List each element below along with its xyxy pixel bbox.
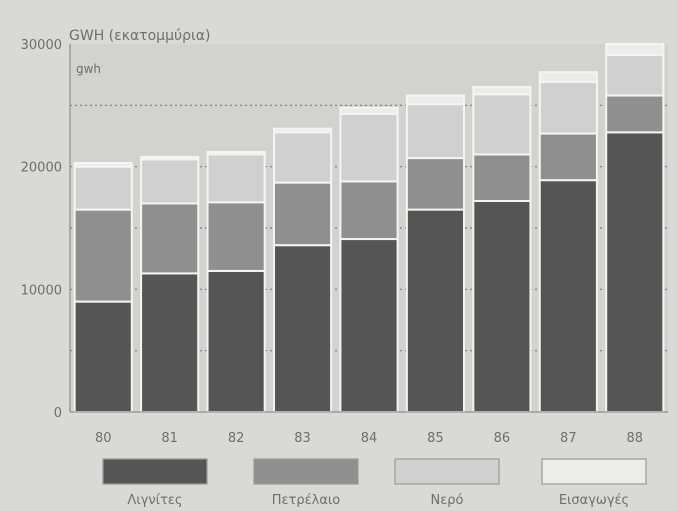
bar-segment-80-2: [73, 165, 133, 211]
bar-segment-86-3: [472, 85, 532, 96]
legend-label: Νερό: [431, 493, 464, 508]
x-tick-label: 87: [560, 431, 577, 446]
bar-segment-84-0: [339, 238, 399, 413]
bar-segment-87-3: [538, 71, 598, 84]
unit-label: gwh: [76, 62, 101, 76]
legend-swatch: [253, 458, 359, 485]
bar-segment-86-0: [472, 200, 532, 413]
y-tick-label: 20000: [21, 161, 62, 176]
bar-segment-88-0: [605, 131, 665, 413]
bar-segment-86-2: [472, 93, 532, 156]
bar-segment-87-2: [538, 81, 598, 135]
x-tick-label: 82: [228, 431, 245, 446]
legend-label: Εισαγωγές: [559, 493, 629, 508]
bar-segment-85-3: [405, 94, 466, 106]
bar-segment-83-0: [272, 244, 333, 413]
x-tick-label: 80: [95, 431, 112, 446]
x-tick-label: 88: [627, 431, 644, 446]
bar-segment-83-1: [272, 181, 333, 247]
bar-segment-84-3: [339, 106, 399, 115]
bar-segment-83-3: [272, 127, 333, 134]
bar-segment-84-2: [339, 112, 399, 183]
bar-segment-82-2: [206, 153, 266, 204]
bar-segment-84-1: [339, 180, 399, 241]
bar-segment-80-1: [73, 208, 133, 303]
bar-segment-85-2: [405, 103, 466, 160]
x-tick-label: 86: [494, 431, 511, 446]
bar-segment-88-1: [605, 94, 665, 134]
legend-swatch: [394, 458, 500, 485]
legend-label: Λιγνίτες: [127, 493, 182, 508]
bar-segment-82-3: [206, 150, 266, 156]
x-tick-label: 84: [361, 431, 378, 446]
bar-segment-83-2: [272, 131, 333, 184]
bar-segment-81-2: [140, 158, 200, 205]
y-tick-label: 10000: [21, 283, 62, 298]
bar-segment-88-3: [605, 43, 665, 57]
legend-swatch: [541, 458, 647, 485]
x-tick-label: 81: [161, 431, 178, 446]
bar-segment-81-0: [140, 272, 200, 413]
y-tick-label: 0: [54, 406, 62, 421]
y-tick-label: 30000: [21, 38, 62, 53]
legend-swatch: [102, 458, 208, 485]
bar-segment-82-0: [206, 269, 266, 413]
x-tick-label: 83: [294, 431, 311, 446]
bar-segment-81-3: [140, 155, 200, 161]
bar-segment-82-1: [206, 201, 266, 272]
bar-segment-85-0: [405, 208, 466, 413]
x-tick-label: 85: [427, 431, 444, 446]
bar-segment-87-0: [538, 179, 598, 413]
bar-segment-87-1: [538, 132, 598, 182]
bar-segment-85-1: [405, 157, 466, 211]
bar-segment-86-1: [472, 153, 532, 203]
bar-segment-80-3: [73, 161, 133, 168]
chart-title: GWH (εκατομμύρια): [69, 28, 210, 44]
bar-segment-80-0: [73, 300, 133, 414]
bar-segment-88-2: [605, 54, 665, 97]
bar-segment-81-1: [140, 202, 200, 275]
legend-label: Πετρέλαιο: [272, 493, 341, 508]
